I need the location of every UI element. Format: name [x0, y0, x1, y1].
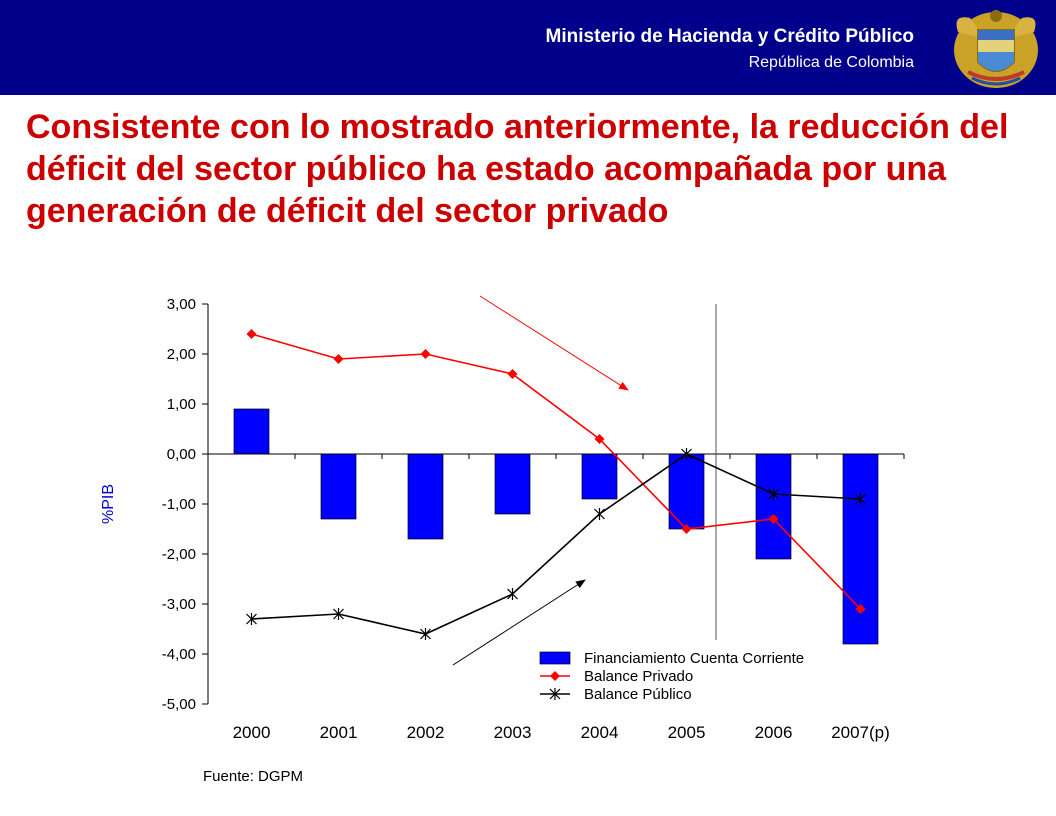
y-tick-label: 2,00 — [167, 346, 196, 363]
x-tick-label: 2004 — [581, 723, 619, 742]
series-line — [251, 333, 862, 610]
point — [550, 671, 560, 681]
x-tick-label: 2007(p) — [831, 723, 890, 742]
bar — [320, 453, 357, 520]
point — [768, 514, 779, 524]
bar — [581, 453, 618, 500]
y-tick-label: 3,00 — [167, 296, 196, 313]
republic-name: República de Colombia — [748, 54, 914, 71]
bar — [755, 453, 792, 560]
point — [507, 588, 518, 600]
point — [420, 628, 431, 640]
x-tick-label: 2000 — [233, 723, 271, 742]
bar — [233, 408, 270, 455]
point — [594, 508, 605, 520]
point — [246, 329, 257, 339]
point — [768, 488, 779, 500]
point — [333, 608, 344, 620]
x-tick-label: 2002 — [407, 723, 445, 742]
bar — [494, 453, 531, 515]
ministry-name: Ministerio de Hacienda y Crédito Público — [545, 26, 914, 47]
x-tick-label: 2006 — [755, 723, 793, 742]
point — [681, 524, 692, 534]
y-tick-label: -4,00 — [162, 646, 196, 663]
point — [333, 354, 344, 364]
point — [507, 369, 518, 379]
bar — [842, 453, 879, 645]
y-tick-label: -5,00 — [162, 696, 196, 713]
bar — [668, 453, 705, 530]
coat-of-arms-icon — [954, 10, 1038, 88]
series-line — [251, 453, 861, 635]
point — [549, 688, 561, 700]
y-tick-label: 0,00 — [167, 446, 196, 463]
header-bar: Ministerio de Hacienda y Crédito Público… — [0, 0, 1056, 95]
page-title: Consistente con lo mostrado anteriorment… — [26, 108, 1009, 230]
point — [594, 434, 605, 444]
legend-swatch — [539, 651, 571, 665]
y-tick-label: -1,00 — [162, 496, 196, 513]
x-tick-label: 2003 — [494, 723, 532, 742]
y-tick-label: -2,00 — [162, 546, 196, 563]
trend-arrow-up — [452, 579, 586, 666]
point — [246, 613, 257, 625]
point — [855, 604, 866, 614]
legend-label: Financiamiento Cuenta Corriente — [584, 650, 804, 667]
legend-label: Balance Público — [584, 686, 692, 703]
x-tick-label: 2001 — [320, 723, 358, 742]
trend-arrow-down — [479, 295, 629, 391]
y-tick-label: -3,00 — [162, 596, 196, 613]
bar — [407, 453, 444, 540]
legend-label: Balance Privado — [584, 668, 693, 685]
point — [420, 349, 431, 359]
y-tick-label: 1,00 — [167, 396, 196, 413]
point — [681, 448, 692, 460]
y-axis-label: %PIB — [100, 484, 117, 524]
x-tick-label: 2005 — [668, 723, 706, 742]
point — [855, 493, 866, 505]
source-note: Fuente: DGPM — [203, 768, 304, 785]
